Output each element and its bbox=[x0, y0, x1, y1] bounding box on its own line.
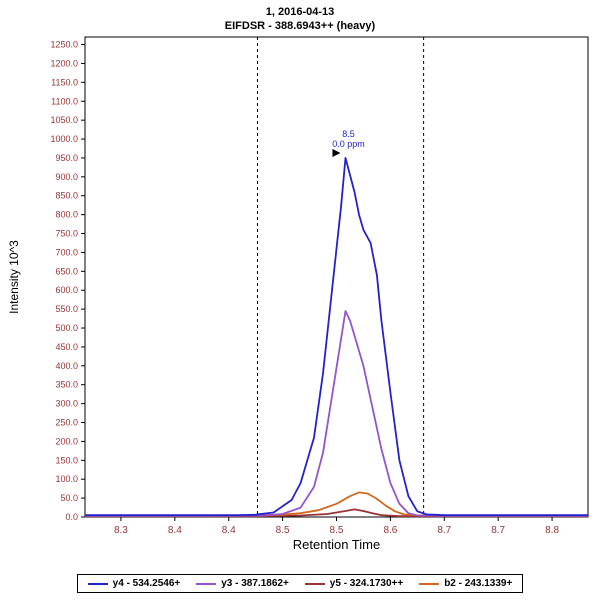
legend-label: y3 - 387.1862+ bbox=[221, 578, 289, 589]
legend-label: y5 - 324.1730++ bbox=[329, 578, 404, 589]
y-axis-title: Intensity 10^3 bbox=[7, 240, 21, 314]
y-tick-label: 1250.0 bbox=[50, 40, 78, 50]
y-tick-label: 350.0 bbox=[55, 380, 78, 390]
plot-area[interactable] bbox=[84, 36, 589, 518]
y-tick-label: 800.0 bbox=[55, 210, 78, 220]
x-tick-label: 8.8 bbox=[545, 525, 559, 536]
legend-item-y5: y5 - 324.1730++ bbox=[304, 578, 404, 589]
y-tick-label: 50.0 bbox=[60, 493, 78, 503]
y-tick-label: 0.0 bbox=[65, 512, 78, 522]
y-tick-label: 1150.0 bbox=[51, 77, 78, 87]
legend-label: y4 - 534.2546+ bbox=[112, 578, 181, 589]
y-tick-label: 500.0 bbox=[55, 323, 78, 333]
legend-item-y4: y4 - 534.2546+ bbox=[87, 578, 181, 589]
graph-title: 1, 2016-04-13 bbox=[265, 6, 335, 18]
graph-subtitle: EIFDSR - 388.6943++ (heavy) bbox=[224, 20, 376, 32]
y-tick-label: 200.0 bbox=[55, 436, 78, 446]
legend-item-b2: b2 - 243.1339+ bbox=[419, 578, 512, 589]
y-tick-label: 900.0 bbox=[55, 172, 78, 182]
y-tick-label: 400.0 bbox=[55, 361, 78, 371]
y-tick-label: 1100.0 bbox=[51, 96, 78, 106]
y-tick-label: 750.0 bbox=[55, 229, 78, 239]
x-tick-label: 8.5 bbox=[276, 525, 290, 536]
x-tick-label: 8.4 bbox=[168, 525, 182, 536]
legend-line-swatch bbox=[87, 582, 108, 585]
legend-line-swatch bbox=[304, 582, 325, 585]
y-tick-label: 600.0 bbox=[55, 285, 78, 295]
y-tick-label: 550.0 bbox=[55, 304, 78, 314]
series-line-2 bbox=[85, 508, 588, 518]
x-tick-label: 8.3 bbox=[114, 525, 128, 536]
y-tick-label: 1200.0 bbox=[50, 58, 78, 68]
y-tick-label: 300.0 bbox=[55, 399, 78, 409]
y-tick-label: 850.0 bbox=[55, 191, 78, 201]
x-tick-label: 8.6 bbox=[383, 525, 397, 536]
x-tick-label: 8.7 bbox=[437, 525, 451, 536]
y-tick-label: 150.0 bbox=[55, 455, 78, 465]
legend-line-swatch bbox=[196, 582, 217, 585]
series-line-1 bbox=[85, 310, 588, 517]
chart-titles: 1, 2016-04-13 EIFDSR - 388.6943++ (heavy… bbox=[0, 0, 600, 33]
y-tick-label: 650.0 bbox=[55, 266, 78, 276]
legend-line-swatch bbox=[419, 582, 440, 585]
peak-arrow-icon bbox=[332, 148, 341, 157]
series-line-3 bbox=[85, 491, 588, 517]
y-tick-label: 1050.0 bbox=[50, 115, 78, 125]
y-tick-label: 950.0 bbox=[55, 153, 78, 163]
series-line-0 bbox=[85, 157, 588, 517]
y-tick-label: 250.0 bbox=[55, 418, 78, 428]
x-tick-label: 8.5 bbox=[330, 525, 344, 536]
peak-rt-annotation: 8.5 bbox=[342, 129, 355, 139]
y-tick-label: 450.0 bbox=[55, 342, 78, 352]
y-tick-label: 100.0 bbox=[55, 474, 78, 484]
chromatogram-plot[interactable]: 0.0 50.0 100.0 150.0 200.0 250.0 300.0 350.0 400… bbox=[0, 33, 600, 567]
y-tick-label: 1000.0 bbox=[50, 134, 78, 144]
legend-item-y3: y3 - 387.1862+ bbox=[196, 578, 289, 589]
y-tick-label: 700.0 bbox=[55, 247, 78, 257]
x-tick-label: 8.7 bbox=[491, 525, 505, 536]
legend-box: y4 - 534.2546+ y3 - 387.1862+ y5 - 324.1… bbox=[76, 574, 524, 593]
legend: y4 - 534.2546+ y3 - 387.1862+ y5 - 324.1… bbox=[0, 574, 600, 593]
x-axis-title: Retention Time bbox=[293, 537, 380, 552]
peak-ppm-annotation: 0.0 ppm bbox=[332, 139, 365, 149]
legend-label: b2 - 243.1339+ bbox=[444, 578, 513, 589]
x-tick-label: 8.4 bbox=[222, 525, 236, 536]
